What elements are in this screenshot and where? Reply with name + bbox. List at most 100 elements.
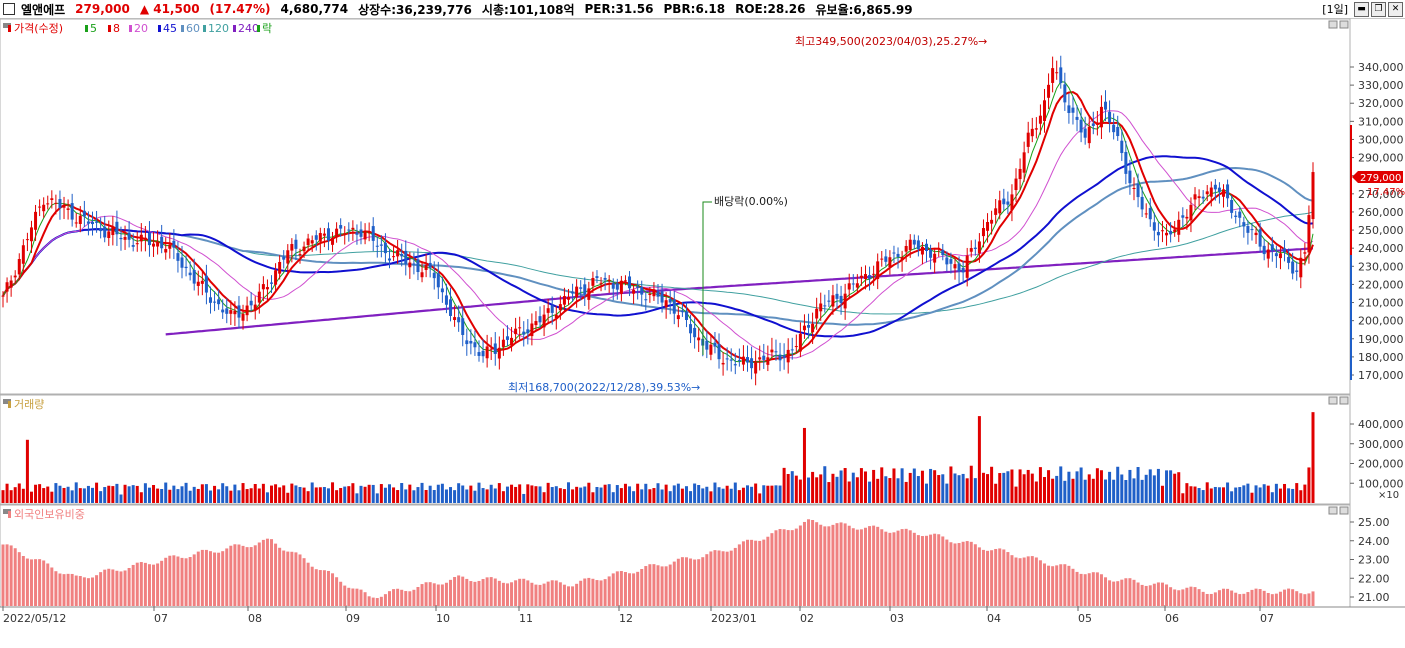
foreign-bar [644,566,648,606]
foreign-bar [400,589,404,606]
close-icon[interactable]: ✕ [1388,1,1403,17]
minimize-icon[interactable]: ▬ [1354,1,1369,17]
candle-body [790,349,794,351]
foreign-bar [505,583,509,606]
foreign-ratio-bars [1,519,1315,606]
candle-body [34,211,38,230]
volume-bar [542,492,546,503]
foreign-bar [192,554,196,606]
candle-body [213,301,217,303]
foreign-bar [440,584,444,606]
candle-body [603,277,607,280]
candle-body [1246,226,1250,233]
foreign-bar [566,586,570,606]
candle-body [1209,187,1213,197]
volume-bar [1026,469,1030,503]
volume-bar [554,486,558,503]
candle-body [66,208,70,210]
volume-bar [1270,492,1274,503]
restore-icon[interactable]: ❐ [1371,1,1386,17]
candle-body [355,232,359,235]
candle-body [294,239,298,249]
candle-body [322,233,326,236]
volume-bar [17,483,21,503]
date-tick-label: 07 [154,612,168,625]
foreign-bar [802,521,806,606]
foreign-bar [363,592,367,606]
foreign-bar [412,589,416,606]
foreign-bar [1051,566,1055,606]
volume-bar [412,490,416,503]
foreign-bar [741,541,745,606]
candle-body [554,314,558,319]
candle-body [518,327,522,329]
candle-body [676,315,680,320]
foreign-bar [855,529,859,606]
foreign-bar [534,584,538,606]
foreign-bar [945,539,949,606]
price-tick-label: 320,000 [1358,97,1404,110]
foreign-bar [225,548,229,606]
foreign-bar [721,551,725,606]
candle-body [261,284,265,290]
foreign-bar [969,541,973,606]
foreign-bar [615,571,619,606]
volume-bar [501,491,505,503]
volume-bar [505,486,509,503]
candle-body [331,238,335,245]
foreign-bar [583,578,587,606]
candle-body [1087,126,1091,144]
foreign-bar [701,557,705,606]
foreign-bar [1295,591,1299,606]
panel-buttons[interactable] [1328,20,1349,515]
foreign-bar [888,532,892,606]
volume-bar [184,482,188,503]
candle-body [880,258,884,260]
volume-bar [713,482,717,503]
volume-bar [270,485,274,503]
foreign-bar [937,534,941,606]
volume-tick-label: 200,000 [1358,458,1404,471]
candle-body [13,275,17,278]
candle-body [636,286,640,288]
foreign-bar [697,559,701,606]
candle-body [1108,111,1112,123]
foreign-bar [1177,590,1181,606]
volume-bar [937,475,941,503]
volume-bar [1246,483,1250,503]
foreign-bar [530,582,534,606]
candle-body [595,276,599,279]
foreign-bar [257,542,261,606]
candle-body [265,287,269,290]
foreign-bar [1047,565,1051,606]
volume-bar [1278,488,1282,503]
foreign-bar [542,583,546,606]
foreign-bar [1217,590,1221,606]
volume-bar [798,479,802,503]
volume-bar [526,484,530,503]
foreign-bar [664,566,668,606]
foreign-bar [1193,587,1197,606]
volume-bar [1087,474,1091,503]
volume-bar [1160,485,1164,503]
foreign-bar [274,543,278,606]
select-checkbox[interactable] [3,3,15,15]
candle-body [534,321,538,326]
candle-body [583,284,587,295]
foreign-bar [1165,584,1169,606]
candle-body [1221,189,1225,197]
volume-bar [229,490,233,503]
candle-body [969,248,973,252]
candle-body [1014,178,1018,191]
volume-bar [664,484,668,503]
period-selector[interactable]: [1일] [1322,3,1348,16]
foreign-bar [103,569,107,606]
foreign-bar [74,575,78,606]
volume-bar [1136,467,1140,503]
foreign-bar [1055,565,1059,606]
volume-bar [46,486,50,503]
foreign-bar [168,555,172,606]
candle-body [383,242,387,254]
foreign-bar [689,558,693,606]
volume-bar [1201,490,1205,503]
